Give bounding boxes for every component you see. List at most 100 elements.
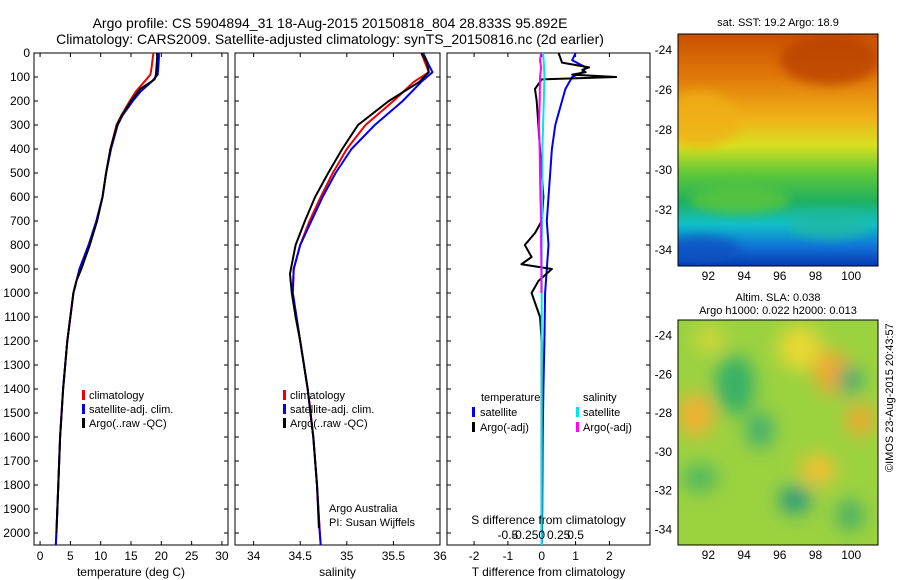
legend-label: climatology xyxy=(89,390,145,402)
plot-frame xyxy=(234,52,441,546)
series-line-argo-raw-qc- xyxy=(289,52,430,529)
y-tick-label: 1500 xyxy=(3,406,30,420)
map-x-tick-label: 94 xyxy=(737,548,751,562)
map-x-tick-label: 96 xyxy=(773,269,787,283)
sla-high xyxy=(696,328,724,352)
series-line-argo-raw-qc- xyxy=(55,53,159,534)
x-axis-label: temperature (deg C) xyxy=(77,565,185,579)
sst-cold-patch xyxy=(678,236,740,264)
s-tick-label: -0.25 xyxy=(511,528,539,542)
sla-low xyxy=(715,355,755,415)
y-tick-label: 0 xyxy=(23,46,30,60)
sla-high xyxy=(678,393,714,437)
sst-map xyxy=(678,34,878,266)
x-tick-label: 0 xyxy=(37,549,44,563)
s-axis-label: S difference from climatology xyxy=(471,513,626,527)
y-tick-label: 600 xyxy=(10,190,30,204)
legend-header-salinity: salinity xyxy=(583,392,617,404)
y-tick-label: 1400 xyxy=(3,382,30,396)
x-tick-label: 10 xyxy=(94,549,108,563)
y-tick-label: 400 xyxy=(10,142,30,156)
map-x-tick-label: 100 xyxy=(841,548,861,562)
legend-label: Argo(-adj) xyxy=(583,422,632,434)
map-y-tick-label: -34 xyxy=(655,243,673,257)
sla-map-title-line-1: Altim. SLA: 0.038 xyxy=(735,292,821,304)
profile-panel-temperature: 0100200300400500600700800900100011001200… xyxy=(3,46,229,579)
x-tick-label: 35 xyxy=(340,549,354,563)
legend-label: climatology xyxy=(290,390,346,402)
legend-label: Argo(..raw -QC) xyxy=(290,418,368,430)
s-tick-label: 0 xyxy=(538,528,545,542)
x-tick-label: 5 xyxy=(67,549,74,563)
legend-swatch xyxy=(283,390,286,400)
s-tick-label: 0.5 xyxy=(567,528,584,542)
x-tick-label: 15 xyxy=(124,549,138,563)
sla-low xyxy=(746,412,774,448)
y-tick-label: 500 xyxy=(10,166,30,180)
y-tick-label: 800 xyxy=(10,238,30,252)
map-y-tick-label: -34 xyxy=(655,522,673,536)
legend-header-temperature: temperature xyxy=(481,392,540,404)
s-tick-label: 0.25 xyxy=(547,528,571,542)
sst-warm-patch xyxy=(678,92,740,148)
legend-swatch xyxy=(82,418,85,428)
y-tick-label: 1200 xyxy=(3,334,30,348)
y-tick-label: 1700 xyxy=(3,454,30,468)
sla-map-axes: 92 94 96 98 100 -24 -26 -28 -30 -32 -34 xyxy=(655,329,862,562)
map-y-tick-label: -26 xyxy=(655,83,673,97)
y-tick-label: 900 xyxy=(10,262,30,276)
sst-cool-patch xyxy=(690,186,790,214)
map-x-tick-label: 94 xyxy=(737,269,751,283)
y-tick-label: 2000 xyxy=(3,526,30,540)
x-tick-label: 1 xyxy=(572,549,579,563)
y-tick-label: 100 xyxy=(10,70,30,84)
sst-map-frame xyxy=(677,33,879,267)
s-tick-label: -0.5 xyxy=(498,528,519,542)
y-tick-label: 1000 xyxy=(3,286,30,300)
annotation-text: PI: Susan Wijffels xyxy=(329,517,415,529)
map-x-tick-label: 92 xyxy=(702,548,716,562)
y-tick-label: 700 xyxy=(10,214,30,228)
legend-swatch xyxy=(576,407,579,417)
sst-map-axes: 92 94 96 98 100 -24 -26 -28 -30 -32 -34 xyxy=(655,43,862,283)
legend-label: satellite xyxy=(583,407,620,419)
map-y-tick-label: -30 xyxy=(655,445,673,459)
plot-frame xyxy=(33,52,229,546)
x-tick-label: 34.5 xyxy=(289,549,313,563)
sla-low xyxy=(836,499,864,531)
sla-low xyxy=(682,464,718,492)
x-tick-label: 35.5 xyxy=(382,549,406,563)
plot-frame xyxy=(446,52,651,546)
x-axis-label: salinity xyxy=(319,565,356,579)
sla-high xyxy=(778,326,822,370)
x-tick-label: 30 xyxy=(215,549,229,563)
legend-swatch xyxy=(576,422,579,432)
x-tick-label: 36 xyxy=(433,549,447,563)
map-x-tick-label: 96 xyxy=(773,548,787,562)
sst-cool-patch xyxy=(790,211,870,239)
map-y-tick-label: -28 xyxy=(655,406,673,420)
imos-timestamp: ©IMOS 23-Aug-2015 20:43:57 xyxy=(884,323,896,472)
x-tick-label: 20 xyxy=(155,549,169,563)
figure-title-line-2: Climatology: CARS2009. Satellite-adjuste… xyxy=(56,31,604,47)
annotation-text: Argo Australia xyxy=(329,503,398,515)
sst-map-title: sat. SST: 19.2 Argo: 18.9 xyxy=(717,17,839,29)
map-x-tick-label: 100 xyxy=(841,269,861,283)
map-y-tick-label: -32 xyxy=(655,484,673,498)
y-tick-label: 300 xyxy=(10,118,30,132)
legend-swatch xyxy=(283,418,286,428)
legend-label: satellite-adj. clim. xyxy=(290,404,374,416)
map-y-tick-label: -28 xyxy=(655,123,673,137)
map-y-tick-label: -30 xyxy=(655,163,673,177)
y-tick-label: 1800 xyxy=(3,478,30,492)
x-axis-label: T difference from climatology xyxy=(472,565,626,579)
sla-map-title-line-2: Argo h1000: 0.022 h2000: 0.013 xyxy=(699,305,857,317)
map-x-tick-label: 98 xyxy=(809,269,823,283)
sla-map xyxy=(678,320,878,545)
legend-swatch xyxy=(472,407,475,417)
x-tick-label: 2 xyxy=(606,549,613,563)
sla-map-frame xyxy=(677,319,879,546)
legend-label: satellite-adj. clim. xyxy=(89,404,173,416)
map-y-tick-label: -32 xyxy=(655,203,673,217)
